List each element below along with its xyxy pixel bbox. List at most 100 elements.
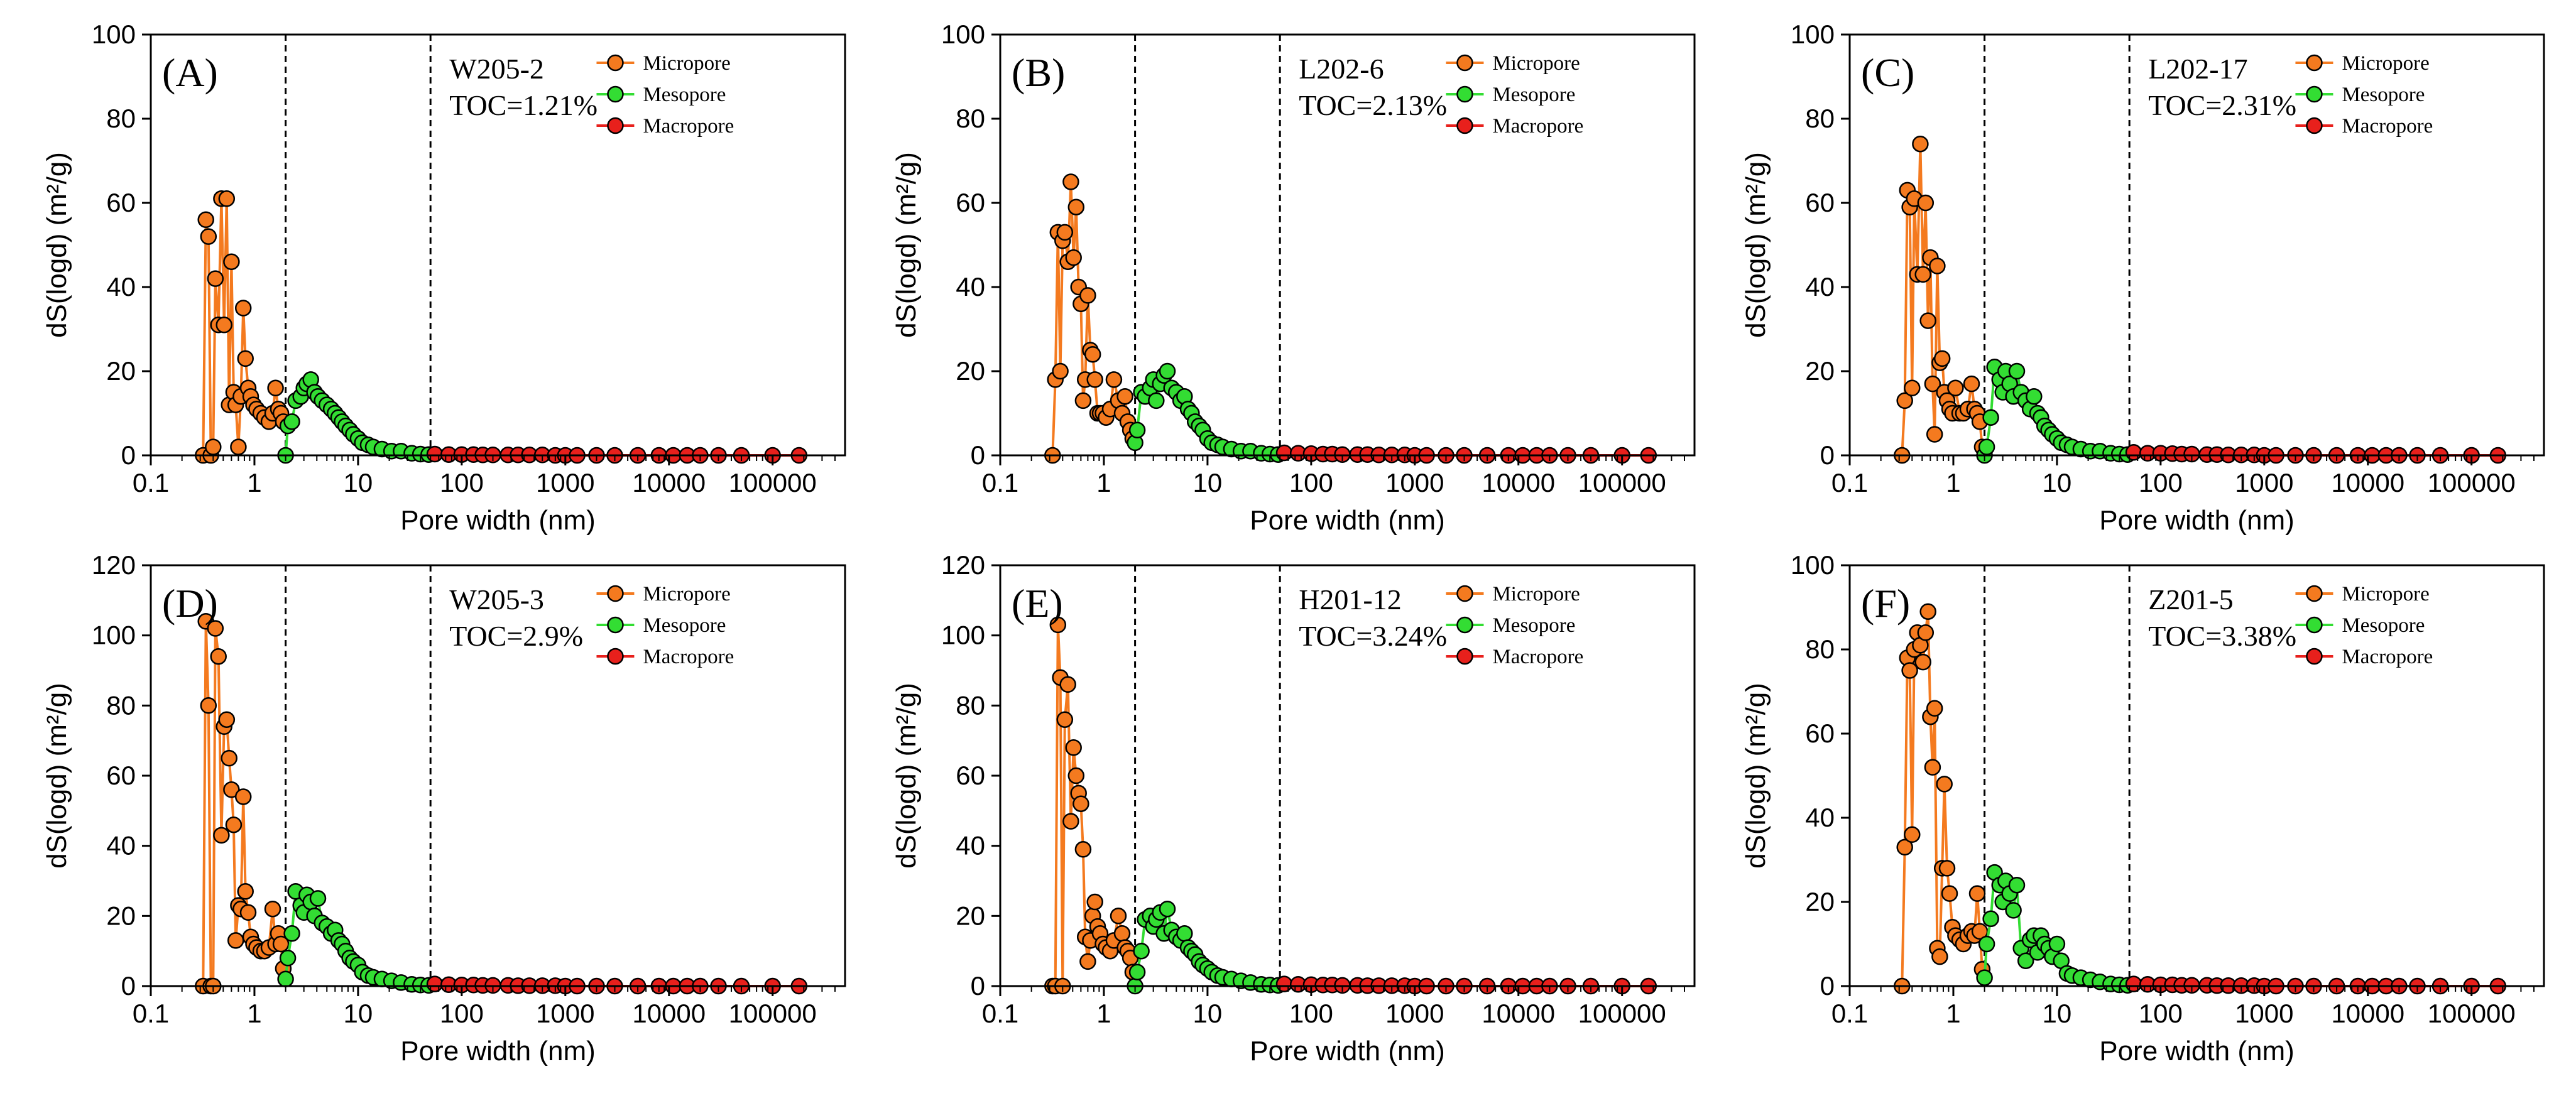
legend-marker bbox=[607, 54, 624, 72]
data-point bbox=[223, 253, 240, 271]
data-point bbox=[2005, 902, 2022, 919]
toc-value: TOC=3.38% bbox=[2148, 620, 2296, 652]
data-point bbox=[237, 883, 254, 900]
legend-marker bbox=[1456, 585, 1473, 602]
data-point bbox=[2017, 952, 2034, 970]
panel-a: 0 20 40 60 80 100 0.1 1 10 100 1000 10000 100000 Pore… bbox=[41, 19, 846, 536]
data-point bbox=[1901, 662, 1918, 679]
x-axis-title: Pore width (nm) bbox=[1250, 505, 1445, 536]
x-tick-label: 1 bbox=[1096, 999, 1111, 1028]
x-axis-title: Pore width (nm) bbox=[400, 1036, 596, 1066]
x-tick-label: 10 bbox=[2043, 999, 2072, 1028]
y-axis-title: dS(logd) (m²/g) bbox=[891, 152, 922, 338]
x-axis-title: Pore width (nm) bbox=[2099, 1036, 2295, 1066]
y-tick-label: 20 bbox=[1805, 887, 1835, 916]
legend-marker bbox=[1456, 54, 1473, 72]
y-tick-label: 20 bbox=[956, 901, 985, 930]
y-axis-title: dS(logd) (m²/g) bbox=[891, 683, 922, 869]
data-point bbox=[1074, 392, 1092, 410]
y-tick-label: 0 bbox=[971, 440, 985, 470]
legend-marker bbox=[607, 117, 624, 134]
legend: Micropore Mesopore Macropore bbox=[596, 52, 734, 138]
data-point bbox=[1275, 975, 1293, 992]
data-point bbox=[1931, 948, 1948, 965]
data-point bbox=[1105, 371, 1123, 388]
x-tick-label: 10000 bbox=[2331, 468, 2404, 497]
data-point bbox=[1113, 925, 1131, 942]
data-point bbox=[1904, 379, 1921, 397]
y-tick-label: 100 bbox=[1791, 550, 1835, 580]
y-axis-title: dS(logd) (m²/g) bbox=[41, 152, 72, 338]
x-tick-label: 10000 bbox=[632, 999, 706, 1028]
data-point bbox=[1947, 379, 1964, 397]
y-tick-label: 0 bbox=[1820, 971, 1835, 1001]
y-tick-label: 100 bbox=[92, 19, 136, 49]
data-point bbox=[1968, 885, 1986, 902]
data-point bbox=[200, 697, 217, 714]
legend-label-macropore: Macropore bbox=[1492, 115, 1583, 138]
x-tick-label: 10000 bbox=[632, 468, 706, 497]
panel-label: (E) bbox=[1012, 581, 1063, 626]
data-point bbox=[1938, 860, 1956, 877]
legend-label-macropore: Macropore bbox=[1492, 646, 1583, 668]
y-tick-label: 80 bbox=[106, 690, 136, 720]
series-points-micropore bbox=[1894, 135, 1991, 464]
x-tick-label: 1 bbox=[1946, 999, 1960, 1028]
sample-name: H201-12 bbox=[1299, 583, 1402, 616]
data-point bbox=[1067, 767, 1085, 784]
y-tick-label: 40 bbox=[106, 272, 136, 301]
legend-label-macropore: Macropore bbox=[643, 646, 734, 668]
data-point bbox=[277, 970, 294, 988]
x-tick-label: 0.1 bbox=[133, 999, 169, 1028]
series-points-mesopore bbox=[1976, 864, 2136, 994]
legend: Micropore Mesopore Macropore bbox=[596, 583, 734, 668]
data-point bbox=[239, 904, 257, 921]
data-point bbox=[1982, 910, 1999, 928]
y-tick-label: 40 bbox=[1805, 272, 1835, 301]
legend: Micropore Mesopore Macropore bbox=[1446, 52, 1583, 138]
x-tick-label: 10 bbox=[1193, 999, 1223, 1028]
data-point bbox=[1914, 653, 1931, 671]
data-point bbox=[1924, 759, 1941, 776]
legend-label-micropore: Micropore bbox=[2342, 52, 2429, 75]
x-tick-label: 0.1 bbox=[982, 468, 1018, 497]
y-tick-label: 20 bbox=[106, 901, 136, 930]
x-tick-label: 100000 bbox=[2428, 999, 2516, 1028]
y-tick-label: 80 bbox=[106, 104, 136, 133]
panel-label: (A) bbox=[162, 50, 218, 95]
data-point bbox=[1065, 739, 1082, 756]
x-tick-label: 1 bbox=[1096, 468, 1111, 497]
x-tick-label: 100 bbox=[440, 468, 484, 497]
series-points-micropore bbox=[1894, 603, 1991, 995]
legend-label-micropore: Micropore bbox=[1492, 583, 1580, 605]
data-point bbox=[1924, 375, 1941, 393]
data-point bbox=[309, 890, 327, 907]
y-tick-label: 60 bbox=[1805, 188, 1835, 217]
x-tick-label: 100000 bbox=[1578, 999, 1666, 1028]
y-tick-label: 80 bbox=[956, 104, 985, 133]
panel-f: 0 20 40 60 80 100 0.1 1 10 100 1000 10000 100000 Pore… bbox=[1740, 550, 2545, 1066]
toc-value: TOC=2.13% bbox=[1299, 89, 1447, 121]
y-tick-label: 0 bbox=[1820, 440, 1835, 470]
data-point bbox=[2125, 975, 2142, 992]
x-tick-label: 1000 bbox=[2235, 468, 2293, 497]
data-point bbox=[272, 935, 290, 953]
y-tick-label: 40 bbox=[956, 272, 985, 301]
data-point bbox=[1072, 795, 1089, 812]
data-point bbox=[1896, 838, 1913, 856]
data-point bbox=[1086, 371, 1103, 388]
legend-marker bbox=[2306, 54, 2323, 72]
data-point bbox=[234, 300, 252, 317]
legend-label-mesopore: Mesopore bbox=[643, 84, 726, 106]
x-tick-label: 1 bbox=[247, 468, 261, 497]
data-point bbox=[1926, 700, 1943, 717]
data-point bbox=[1978, 935, 1995, 953]
data-point bbox=[1110, 908, 1127, 925]
y-tick-label: 80 bbox=[956, 690, 985, 720]
data-point bbox=[1926, 426, 1943, 443]
data-point bbox=[1059, 676, 1076, 693]
data-point bbox=[200, 228, 217, 245]
legend-label-mesopore: Mesopore bbox=[2342, 614, 2425, 637]
y-tick-label: 0 bbox=[121, 440, 136, 470]
data-point bbox=[1919, 312, 1936, 329]
